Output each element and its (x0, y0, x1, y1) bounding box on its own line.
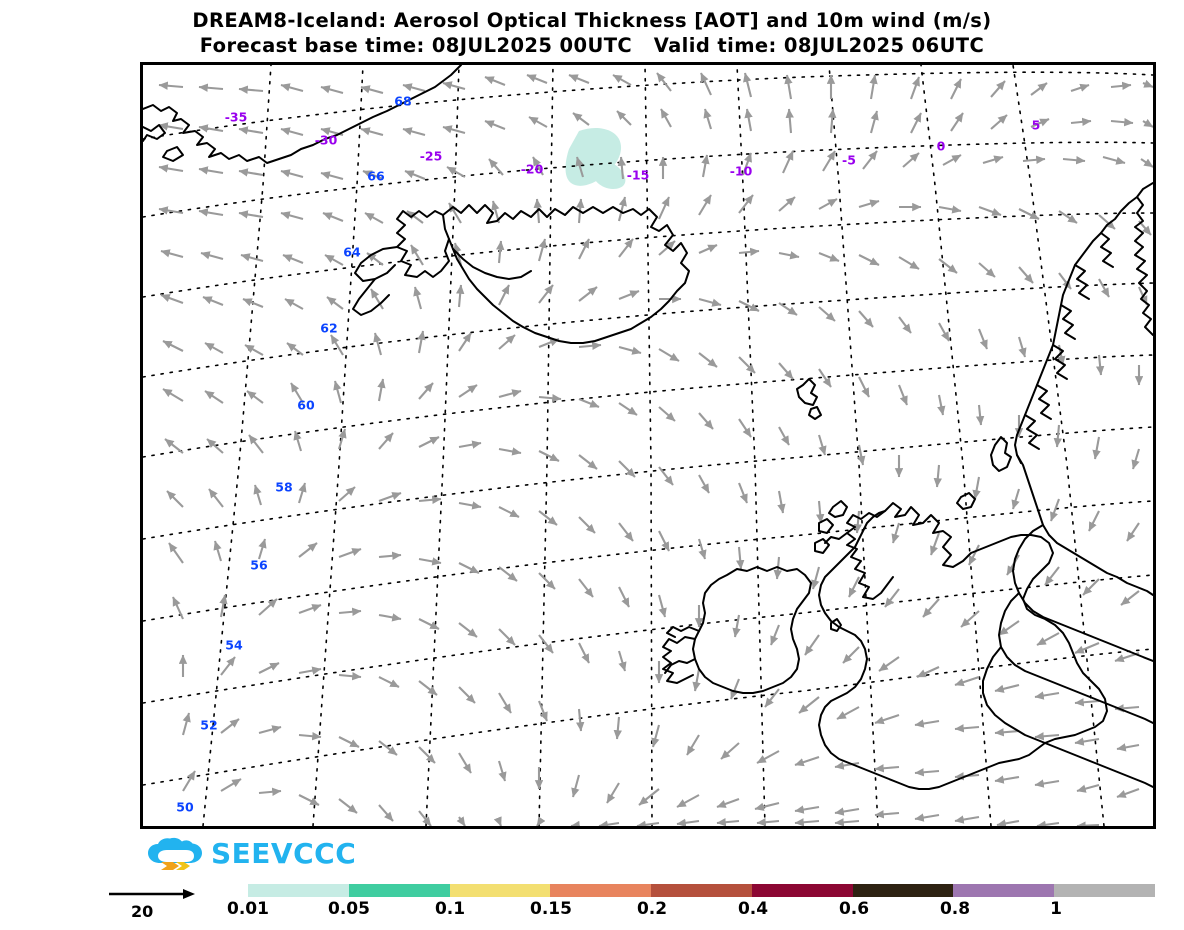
wind-vector-field (158, 72, 1153, 826)
lat-label: 68 (394, 93, 412, 109)
colorbar (248, 884, 1156, 897)
coastlines (143, 65, 1153, 790)
page-title: DREAM8-Iceland: Aerosol Optical Thicknes… (0, 8, 1184, 58)
colorbar-tick: 0.8 (939, 899, 971, 919)
colorbar-segment (449, 884, 551, 897)
lat-label: 50 (176, 799, 194, 815)
colorbar-segment (852, 884, 954, 897)
lon-label: -15 (626, 167, 650, 183)
coast-orkney (956, 492, 976, 510)
lon-label: -20 (520, 161, 544, 177)
wind-scale-value: 20 (131, 902, 154, 921)
map-graphics (143, 65, 1153, 826)
coast-greenland (143, 65, 462, 164)
lat-label: 56 (250, 557, 268, 573)
lon-label: 0 (936, 138, 946, 154)
lon-label: -10 (729, 163, 753, 179)
cloud-icon (148, 837, 202, 870)
colorbar-segment (248, 884, 349, 897)
lon-label: 5 (1031, 117, 1041, 133)
coast-ireland (692, 566, 812, 694)
colorbar-tick: 0.6 (838, 899, 870, 919)
coast-iceland (442, 204, 690, 344)
coast-great-britain (818, 502, 1108, 790)
lon-label: -30 (314, 132, 338, 148)
lat-label: 64 (343, 244, 361, 260)
title-line-1: DREAM8-Iceland: Aerosol Optical Thicknes… (192, 9, 992, 32)
lat-label: 58 (275, 479, 293, 495)
colorbar-segment (751, 884, 853, 897)
lon-label: -5 (842, 152, 856, 168)
map-canvas[interactable]: -35 -30 -25 -20 -15 -10 -5 0 5 68 66 64 … (140, 62, 1156, 829)
colorbar-tick: 0.01 (227, 899, 269, 919)
colorbar-tick: 0.2 (636, 899, 668, 919)
coast-faroe (796, 378, 818, 406)
wind-scale-arrow-icon (109, 889, 195, 899)
coast-norway (1014, 182, 1153, 464)
lon-label: -35 (224, 109, 248, 125)
colorbar-tick: 0.05 (328, 899, 370, 919)
colorbar-tick: 0.15 (530, 899, 572, 919)
seevccc-logo[interactable]: SEEVCCC (146, 836, 356, 872)
coast-shetland (990, 436, 1012, 472)
colorbar-segment (550, 884, 652, 897)
aot-plume (565, 127, 626, 189)
title-line-2: Forecast base time: 08JUL2025 00UTC Vali… (199, 34, 985, 57)
colorbar-tick: 0.1 (434, 899, 466, 919)
colorbar-tick: 0.4 (737, 899, 769, 919)
lat-label: 62 (320, 320, 338, 336)
colorbar-segment (348, 884, 450, 897)
colorbar-tick: 1 (1050, 899, 1062, 919)
coast-europe (1016, 454, 1153, 596)
logo-text: SEEVCCC (211, 837, 357, 870)
lat-label: 52 (200, 717, 218, 733)
colorbar-segment (953, 884, 1055, 897)
lat-label: 54 (225, 637, 243, 653)
colorbar-tick-labels: 0.01 0.05 0.1 0.15 0.2 0.4 0.6 0.8 1 (227, 899, 1155, 925)
colorbar-segment (651, 884, 752, 897)
wind-scale-reference: 20 (107, 886, 217, 926)
lat-label: 60 (297, 397, 315, 413)
lat-label: 66 (367, 168, 385, 184)
lon-label: -25 (419, 148, 443, 164)
colorbar-segment (1054, 884, 1156, 897)
